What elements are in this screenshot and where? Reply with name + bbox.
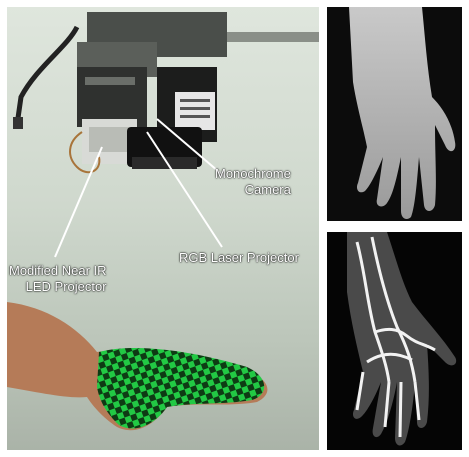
projector-detail <box>85 77 135 85</box>
projected-pattern <box>97 347 265 429</box>
monochrome-label-line2: Camera <box>244 182 291 197</box>
pointer-rgb-laser <box>146 131 223 248</box>
main-photo-panel: Monochrome Camera RGB Laser Projector Mo… <box>7 7 319 450</box>
cable <box>14 25 80 126</box>
mounting-bar <box>137 32 319 42</box>
sticker-line-1 <box>180 99 210 102</box>
cable-connector <box>13 117 23 129</box>
rgb-laser-projector <box>77 67 147 127</box>
near-ir-label-line1: Modified Near IR <box>9 263 107 278</box>
monochrome-hand-image <box>327 7 462 221</box>
hand-silhouette <box>349 7 456 219</box>
grayscale-hand <box>349 7 456 219</box>
led-panel <box>89 127 129 152</box>
lens-ring <box>132 157 197 169</box>
wires <box>69 131 101 174</box>
monochrome-camera-label: Monochrome Camera <box>215 166 291 198</box>
device-photo <box>7 12 319 431</box>
vein-network <box>355 236 436 438</box>
vein-enhanced-hand-image <box>327 232 462 450</box>
camera-sticker <box>175 92 215 130</box>
near-ir-projector-label: Modified Near IR LED Projector <box>9 263 107 295</box>
monochrome-label-line1: Monochrome <box>215 166 291 181</box>
pointer-monochrome-camera <box>156 118 226 178</box>
near-ir-label-line2: LED Projector <box>25 279 107 294</box>
sticker-line-3 <box>180 115 210 118</box>
vein-map-hand <box>347 232 457 446</box>
sticker-line-2 <box>180 107 210 110</box>
pointer-near-ir <box>54 146 103 258</box>
rgb-laser-projector-label: RGB Laser Projector <box>179 250 299 265</box>
